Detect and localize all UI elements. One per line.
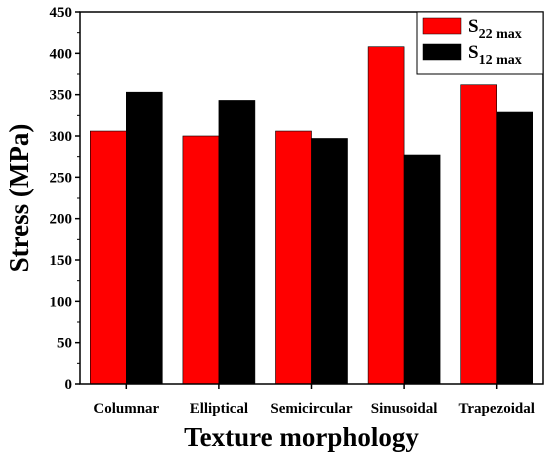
x-tick-label: Semicircular	[270, 401, 353, 417]
x-axis-title: Texture morphology	[184, 422, 419, 452]
legend-label-s12-sub: 12 max	[479, 53, 522, 68]
legend: S22 max S12 max	[416, 11, 544, 75]
x-axis: Columnar Elliptical Semicircular Sinusoidal…	[93, 384, 535, 417]
bar-elliptical-s12	[218, 100, 256, 385]
y-axis-title: Stress (MPa)	[4, 124, 34, 273]
x-tick-label: Sinusoidal	[371, 401, 438, 417]
legend-label-s22-sub: 22 max	[479, 27, 522, 42]
bar-columnar-s12	[126, 91, 163, 385]
legend-label-s22-main: S	[468, 16, 479, 37]
y-axis: 0 50 100 150 200 250 300 350 400 450	[50, 5, 80, 393]
y-tick-label: 200	[50, 212, 73, 228]
x-tick-label: Columnar	[93, 401, 159, 417]
y-tick-label: 300	[50, 129, 73, 145]
bar-semicircular-s22	[275, 130, 312, 385]
legend-swatch-s22	[422, 17, 462, 35]
bar-semicircular-s12	[311, 138, 348, 385]
bar-columnar-s22	[90, 130, 127, 385]
y-tick-label: 100	[50, 294, 73, 310]
y-tick-label: 0	[65, 377, 73, 393]
x-tick-label: Trapezoidal	[459, 401, 535, 417]
y-tick-label: 250	[50, 170, 73, 186]
bar-trapezoidal-s22	[460, 84, 498, 385]
bars-layer	[90, 46, 534, 385]
legend-label-s12-main: S	[468, 42, 479, 63]
bar-trapezoidal-s12	[496, 111, 534, 385]
y-tick-label: 150	[50, 253, 73, 269]
y-tick-label: 400	[50, 46, 73, 62]
x-tick-label: Elliptical	[190, 401, 248, 417]
legend-label-s22: S22 max	[468, 16, 522, 42]
y-tick-label: 450	[50, 5, 73, 21]
bar-sinusoidal-s12	[403, 154, 441, 385]
y-tick-label: 350	[50, 88, 73, 104]
legend-label-s12: S12 max	[468, 42, 522, 68]
bar-elliptical-s22	[182, 135, 220, 385]
y-tick-label: 50	[57, 336, 72, 352]
bar-sinusoidal-s22	[367, 46, 405, 385]
legend-swatch-s12	[422, 43, 462, 61]
